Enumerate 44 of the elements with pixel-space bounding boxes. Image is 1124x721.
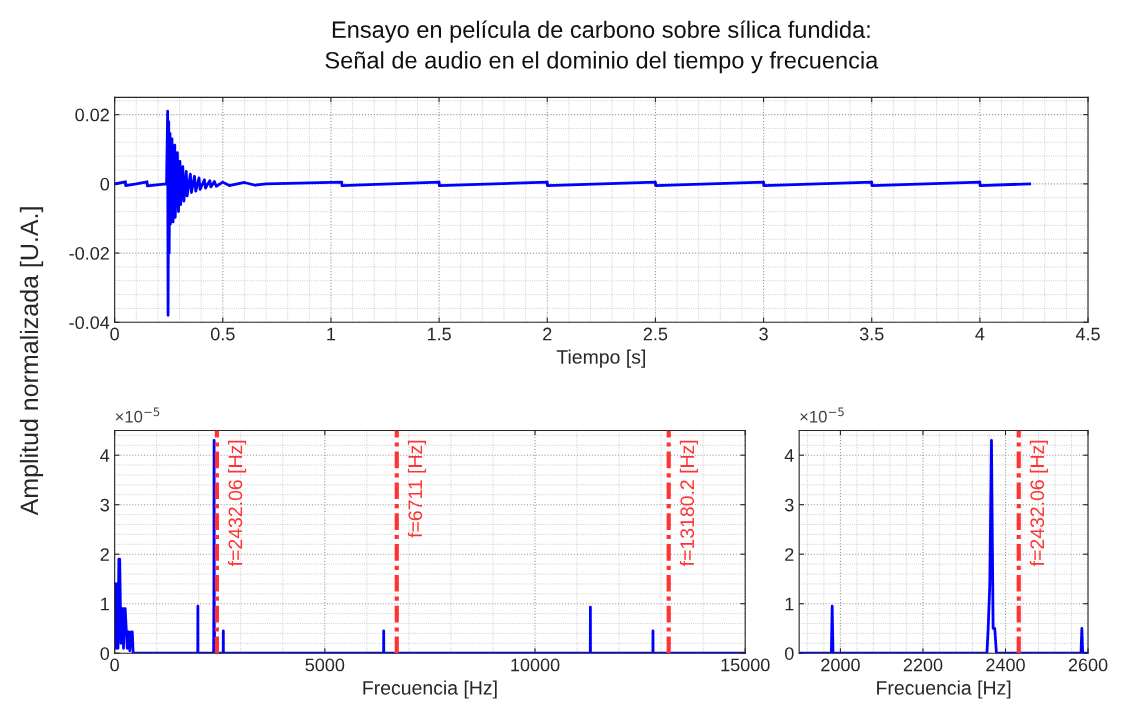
- x-tick-label: 2400: [986, 658, 1025, 672]
- text: ×10$^{−5}$: [800, 407, 844, 423]
- x-tick-label: 2: [543, 327, 552, 341]
- x-axis-title: Frecuencia [Hz]: [363, 680, 497, 699]
- x-tick-label: 0: [110, 327, 119, 341]
- x-tick-label: 4.5: [1075, 327, 1100, 341]
- chart-title: Ensayo en película de carbono sobre sílica fundida: Señal de audio en el dominio del tiempo y frecuencia: [325, 20, 879, 74]
- x-tick-label: 1: [327, 327, 336, 341]
- ref-line-label: f=2432.06 [Hz]: [228, 440, 247, 567]
- x-tick-label: 15000: [721, 658, 770, 672]
- y-tick-label: 0.02: [75, 108, 109, 122]
- x-tick-label: 10000: [511, 658, 560, 672]
- y-tick-label: -0.02: [69, 247, 109, 260]
- y-tick-label: 0: [100, 647, 110, 660]
- y-tick-label: 2: [785, 548, 794, 561]
- y-tick-label: 4: [100, 449, 110, 462]
- x-tick-label: 5000: [305, 658, 345, 672]
- y-axis-title: Amplitud normalizada [U.A.]: [19, 207, 44, 516]
- text: ×10$^{−5}$: [115, 407, 160, 423]
- x-tick-label: 2200: [903, 658, 943, 672]
- y-tick-label: 2: [100, 548, 109, 561]
- y-tick-label: 1: [785, 597, 794, 611]
- x-tick-label: 1.5: [427, 327, 451, 341]
- x-tick-label: 3: [759, 327, 768, 341]
- x-tick-label: 2000: [821, 658, 860, 672]
- y-tick-label: 1: [101, 597, 109, 611]
- y-tick-label: 3: [100, 498, 109, 512]
- y-tick-label: 0: [100, 177, 110, 191]
- line-series: [114, 109, 1032, 317]
- y-tick-label: 0: [784, 647, 794, 660]
- x-tick-label: 3.5: [859, 327, 884, 341]
- ref-line-label: f=2432.06 [Hz]: [1029, 440, 1048, 567]
- x-axis-title: Tiempo [s]: [556, 349, 645, 368]
- ref-line-label: f=13180.2 [Hz]: [679, 440, 698, 567]
- y-tick-label: 4: [784, 449, 794, 462]
- x-tick-label: 0.5: [210, 327, 235, 341]
- ref-line-label: f=6711 [Hz]: [407, 440, 426, 538]
- x-tick-label: 4: [975, 327, 985, 341]
- y-tick-label: 3: [784, 498, 794, 512]
- x-tick-label: 0: [110, 658, 119, 672]
- x-axis-title: Frecuencia [Hz]: [877, 680, 1011, 699]
- y-tick-label: -0.04: [69, 316, 110, 330]
- x-tick-label: 2600: [1068, 658, 1108, 672]
- x-tick-label: 2.5: [643, 327, 668, 341]
